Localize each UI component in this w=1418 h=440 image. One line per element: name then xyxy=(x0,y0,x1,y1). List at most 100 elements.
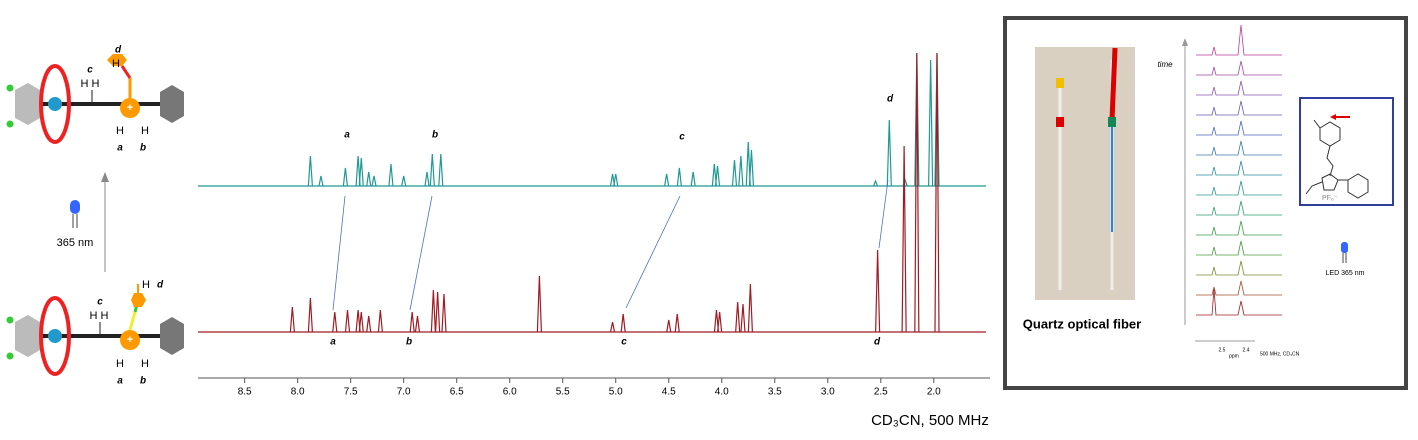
peak xyxy=(690,171,696,187)
time-label: time xyxy=(1157,60,1173,69)
peak xyxy=(928,59,934,187)
mini-unit: ppm xyxy=(1229,353,1239,359)
x-tick-label: 8.5 xyxy=(238,387,252,398)
peak xyxy=(536,275,542,333)
peak xyxy=(748,149,755,187)
right-panel: Quartz optical fiber time 2.5 2.4 ppm 50… xyxy=(1003,16,1408,390)
x-tick-label: 3.0 xyxy=(821,387,835,398)
mini-trace xyxy=(1196,240,1282,256)
peak xyxy=(289,306,295,333)
peak-label: b xyxy=(406,337,412,348)
peak xyxy=(717,311,723,333)
peak xyxy=(401,175,407,187)
rotaxane-bottom: + H d c H H H H a b xyxy=(6,279,184,387)
x-tick-label: 4.5 xyxy=(662,387,676,398)
peak xyxy=(342,167,348,187)
peak xyxy=(666,319,672,333)
correlation-line xyxy=(409,195,433,311)
peak xyxy=(332,311,338,333)
x-axis-label: CD₃CN, 500 MHz xyxy=(871,412,989,429)
mini-tick: 2.4 xyxy=(1243,347,1250,353)
spectrum-area: 8.5 8.0 7.5 7.0 6.5 6.0 5.5 5.0 4.5 4.0 3.5 3.0 2.5 2… xyxy=(198,52,990,398)
peak xyxy=(377,309,383,333)
label: a xyxy=(117,143,123,154)
mini-tick: 2.5 xyxy=(1219,347,1226,353)
atom: H xyxy=(116,125,124,137)
peak xyxy=(735,301,741,333)
atom: H xyxy=(116,358,124,370)
peak xyxy=(344,309,351,333)
counterion: PF₆⁻ xyxy=(1322,195,1338,202)
peak xyxy=(731,159,738,187)
atom: H xyxy=(141,125,149,137)
peak xyxy=(430,289,436,333)
x-tick-label: 7.5 xyxy=(344,387,358,398)
peak xyxy=(435,291,441,333)
led-label: LED 365 nm xyxy=(1326,270,1365,277)
x-tick-label: 2.5 xyxy=(874,387,888,398)
peak-label: d xyxy=(874,337,881,348)
peak xyxy=(307,155,313,187)
label: c xyxy=(97,297,103,308)
peak xyxy=(441,293,447,333)
correlation-line xyxy=(332,195,346,311)
peak xyxy=(676,167,682,187)
peak xyxy=(740,303,746,333)
peak xyxy=(745,141,751,187)
mini-trace xyxy=(1196,260,1282,276)
light-label: 365 nm xyxy=(57,237,94,249)
x-tick-label: 6.5 xyxy=(450,387,464,398)
atom: H H xyxy=(81,78,100,90)
peak xyxy=(875,249,881,333)
correlation-line xyxy=(878,179,889,249)
mini-trace xyxy=(1196,140,1282,156)
peak xyxy=(886,119,892,187)
peak xyxy=(901,145,907,333)
peak xyxy=(358,311,364,333)
peak xyxy=(738,155,744,187)
peak-label: a xyxy=(344,130,350,141)
peak-label: c xyxy=(679,132,685,143)
x-tick-label: 8.0 xyxy=(291,387,305,398)
x-tick-label: 2.0 xyxy=(927,387,941,398)
x-tick-label: 7.0 xyxy=(397,387,411,398)
peak xyxy=(620,313,626,333)
mini-trace xyxy=(1196,200,1282,216)
atom: H xyxy=(141,358,149,370)
mini-trace xyxy=(1196,24,1282,56)
caption: Quartz optical fiber xyxy=(1023,316,1141,331)
peak xyxy=(366,315,372,333)
peak xyxy=(429,153,435,187)
peak-label: a xyxy=(330,337,336,348)
peak xyxy=(358,157,364,187)
atom: H xyxy=(142,279,150,291)
peak xyxy=(714,165,721,187)
mini-trace xyxy=(1196,160,1282,176)
label: b xyxy=(140,376,146,387)
mini-trace xyxy=(1196,80,1282,96)
mini-trace xyxy=(1196,220,1282,236)
correlation-line xyxy=(625,195,681,309)
peak xyxy=(366,171,372,187)
peak xyxy=(609,321,616,333)
peak xyxy=(664,173,670,187)
rotaxane-top: + d H c H H H H a b xyxy=(6,45,184,154)
mini-trace xyxy=(1196,100,1282,116)
peak xyxy=(914,52,920,333)
svg-text:+: + xyxy=(127,102,133,114)
peak xyxy=(674,313,680,333)
stacked-spectra xyxy=(1196,24,1282,316)
x-tick-label: 6.0 xyxy=(503,387,517,398)
atom: H xyxy=(112,58,120,70)
peak-label: c xyxy=(621,337,627,348)
x-tick-label: 3.5 xyxy=(768,387,782,398)
svg-text:+: + xyxy=(127,334,133,346)
label: d xyxy=(115,45,122,56)
mini-trace xyxy=(1196,288,1282,316)
peak-label: d xyxy=(887,94,894,105)
mini-trace xyxy=(1196,120,1282,136)
peak xyxy=(409,311,415,333)
peak xyxy=(388,163,394,187)
label: c xyxy=(87,65,93,76)
